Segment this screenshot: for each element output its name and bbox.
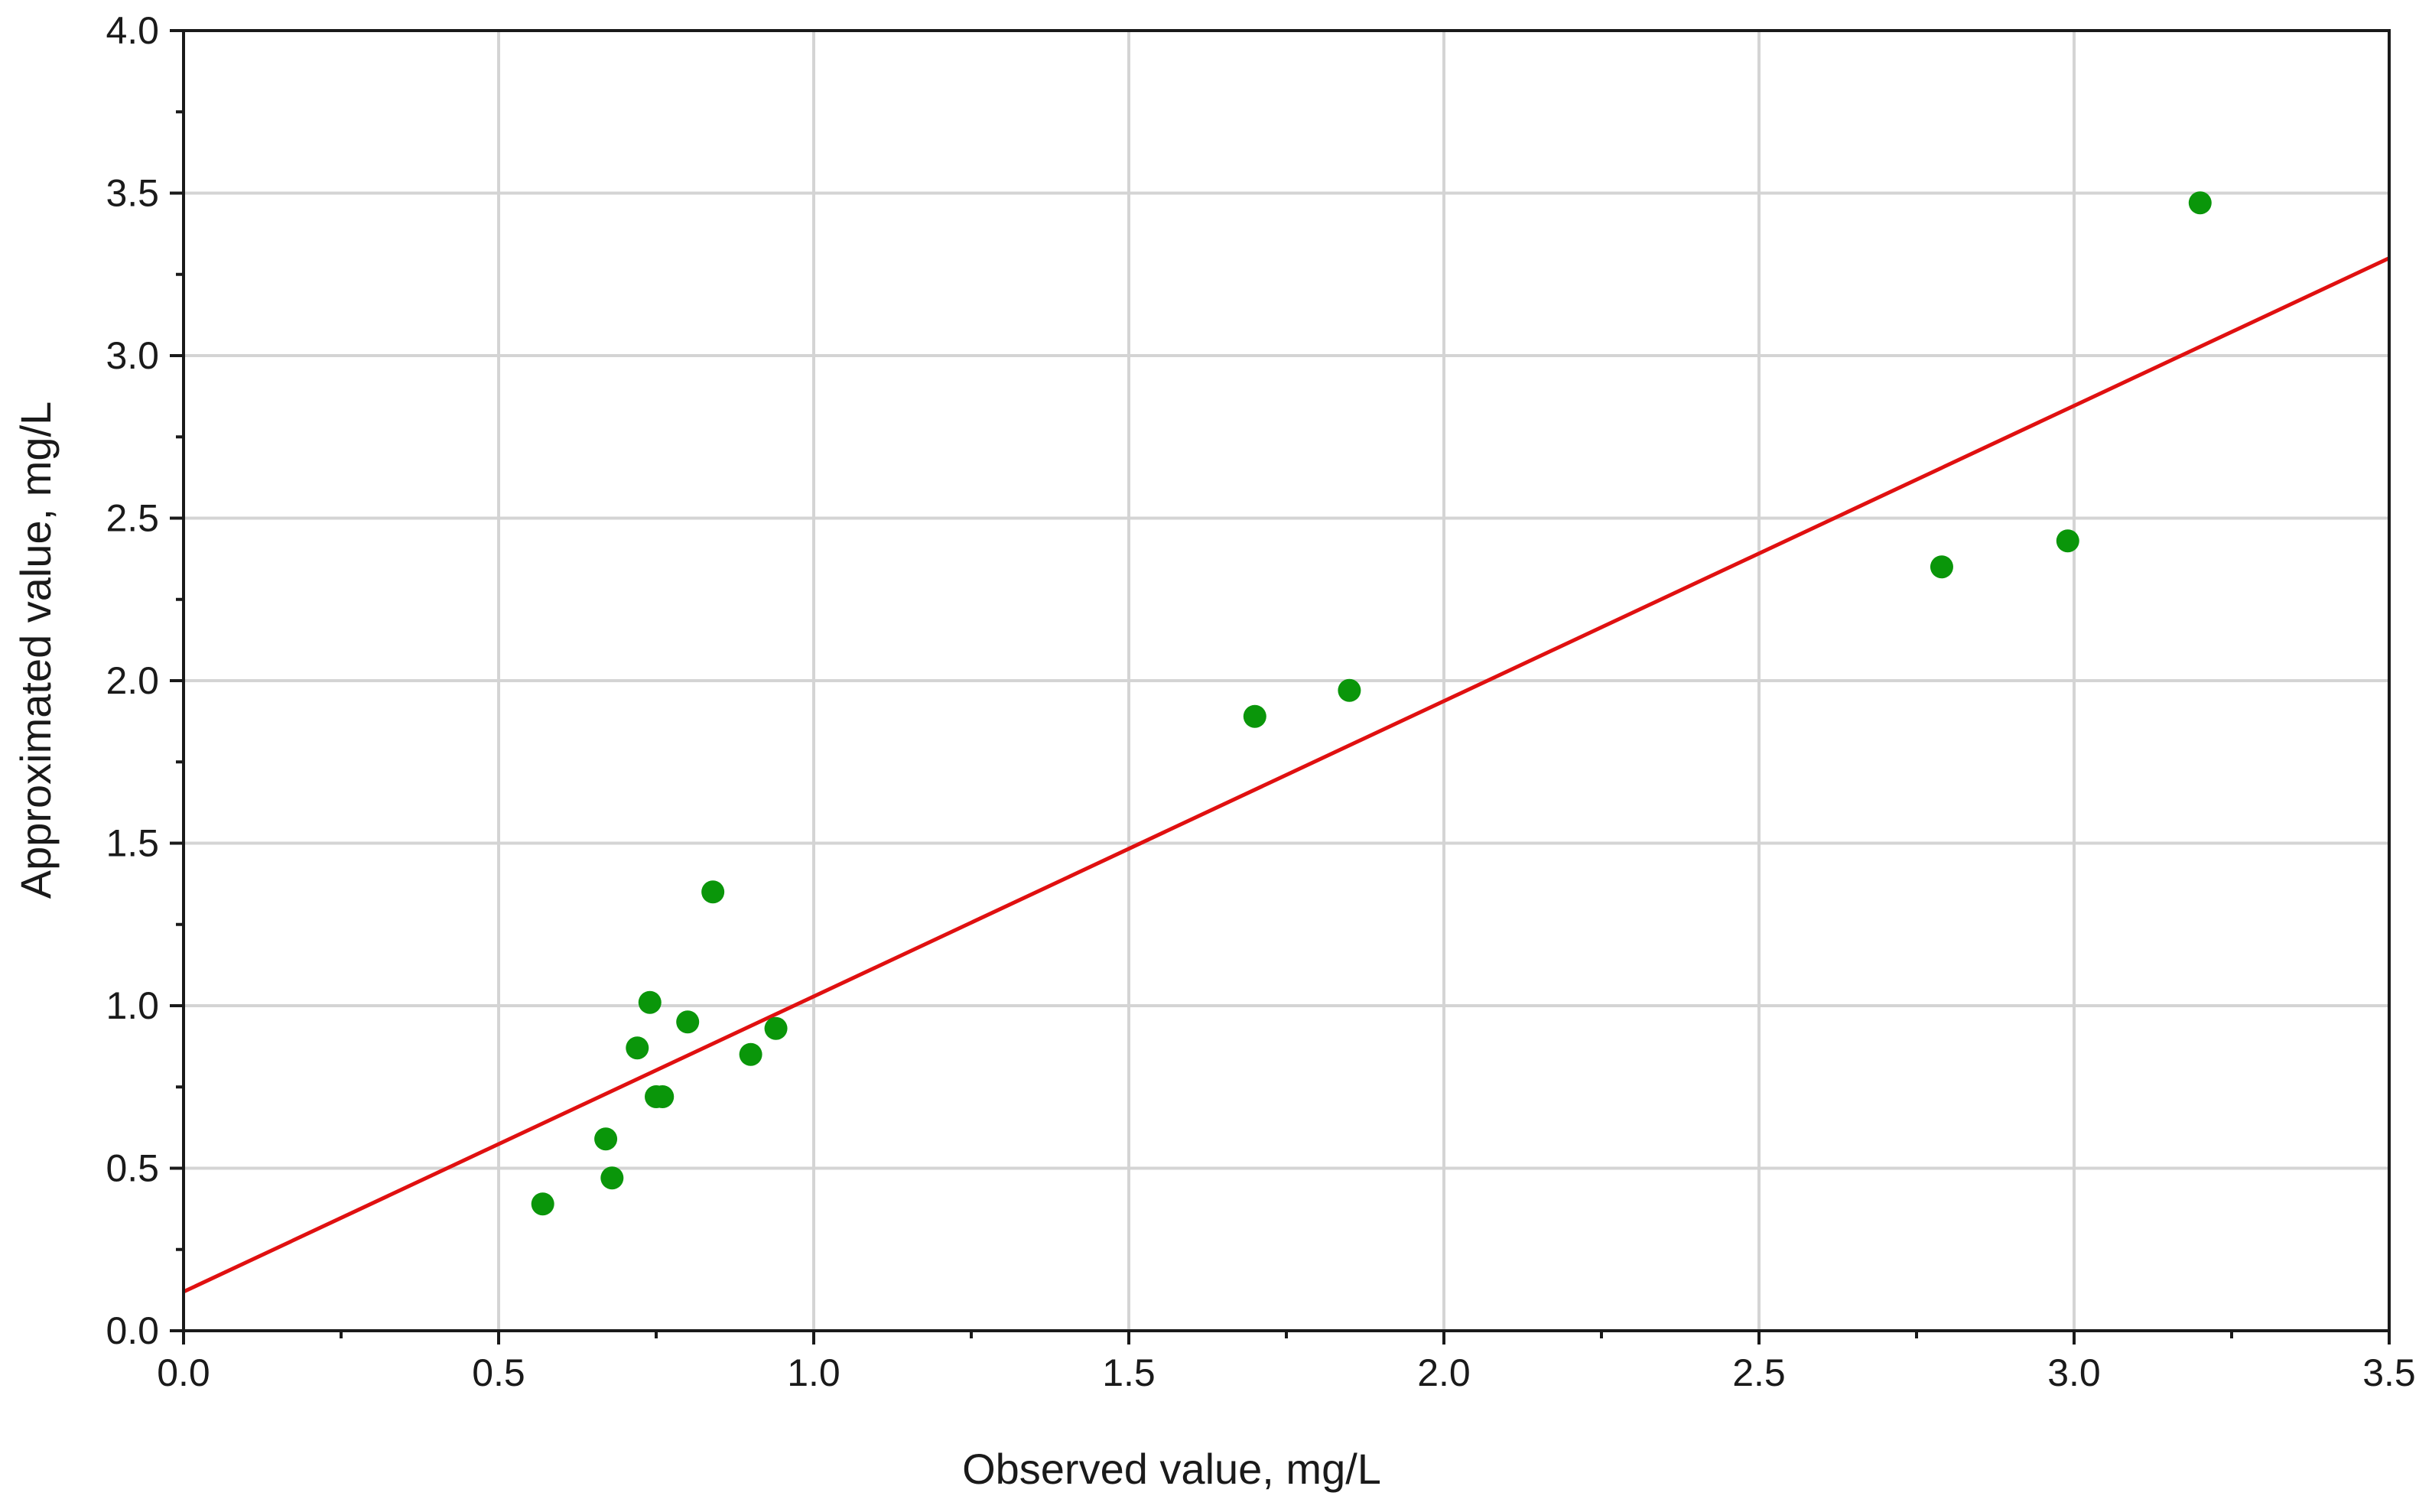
x-tick-label: 0.5 <box>472 1351 525 1394</box>
x-tick-label: 2.0 <box>1417 1351 1471 1394</box>
fit-line <box>182 256 2391 1294</box>
data-point <box>1243 704 1266 728</box>
x-axis-title: Observed value, mg/L <box>962 1445 1381 1493</box>
data-point <box>676 1010 700 1034</box>
x-tick-label: 0.0 <box>157 1351 210 1394</box>
y-tick-label: 2.0 <box>106 659 159 702</box>
data-point <box>638 990 662 1014</box>
grid-layer <box>184 31 2389 1331</box>
data-point <box>594 1127 618 1151</box>
y-tick-label: 4.0 <box>106 9 159 52</box>
data-point <box>739 1042 762 1066</box>
data-point <box>651 1085 675 1108</box>
x-tick-label: 2.5 <box>1732 1351 1786 1394</box>
points-layer <box>531 191 2212 1216</box>
y-axis-title: Approximated value, mg/L <box>11 402 60 899</box>
data-point <box>1338 678 1361 702</box>
y-tick-label: 1.5 <box>106 822 159 865</box>
data-point <box>2056 529 2079 553</box>
data-point <box>2188 191 2212 215</box>
y-tick-label: 0.5 <box>106 1147 159 1190</box>
x-tick-label: 1.5 <box>1102 1351 1156 1394</box>
x-tick-label: 3.5 <box>2362 1351 2416 1394</box>
y-tick-labels: 0.0 0.5 1.0 1.5 2.0 2.5 3.0 3.5 4.0 <box>106 9 159 1352</box>
x-tick-labels: 0.0 0.5 1.0 1.5 2.0 2.5 3.0 3.5 <box>157 1351 2416 1394</box>
plot-frame <box>182 29 2391 1332</box>
y-tick-label: 2.5 <box>106 497 159 540</box>
ticks-layer <box>170 29 2391 1345</box>
data-point <box>764 1016 788 1040</box>
x-tick-label: 1.0 <box>787 1351 840 1394</box>
fit-line-layer <box>182 256 2391 1294</box>
data-point <box>531 1192 554 1216</box>
data-point <box>1930 555 1953 579</box>
y-tick-label: 0.0 <box>106 1309 159 1352</box>
y-tick-label: 3.5 <box>106 172 159 215</box>
y-tick-label: 1.0 <box>106 984 159 1027</box>
data-point <box>600 1166 624 1190</box>
y-tick-label: 3.0 <box>106 334 159 377</box>
data-point <box>626 1036 649 1060</box>
data-point <box>701 880 725 904</box>
x-tick-label: 3.0 <box>2047 1351 2101 1394</box>
